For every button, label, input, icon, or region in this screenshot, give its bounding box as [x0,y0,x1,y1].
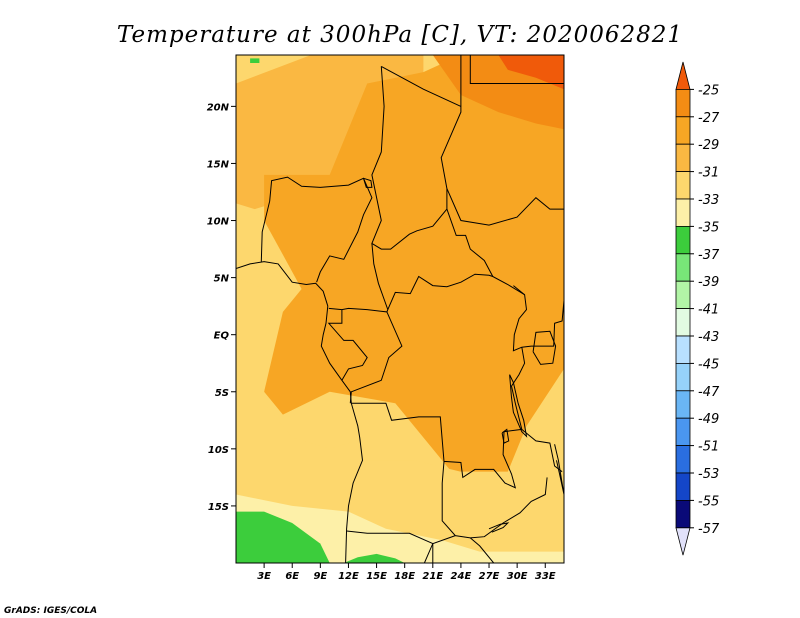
temp-region-southwest-cool-band [236,277,564,563]
border-namibia [346,530,434,563]
colorbar-swatch [675,308,691,337]
colorbar-label: -37 [698,248,720,263]
colorbar-label: -47 [698,385,720,400]
border-egypt-libya [469,55,564,84]
border-tanzania [510,347,563,473]
colorbar-swatch [675,280,691,310]
temp-region-northeast-warmest [498,55,564,90]
colorbar-label: -29 [698,138,719,153]
colorbar-label: -33 [698,193,719,208]
colorbar-label: -27 [698,111,720,126]
border-uganda-kenya [512,285,564,352]
x-tick-label: 18E [394,571,415,582]
border-car-drc [387,273,525,310]
border-congo-drc [349,311,403,404]
colorbar-label: -53 [698,467,719,482]
border-sudan-car [446,208,494,277]
colorbar-label: -43 [698,330,719,345]
colorbar-label: -31 [698,166,719,181]
border-drc-angola [351,402,522,489]
temp-region-north-green-speck [250,58,260,63]
colorbar-swatch [675,143,691,172]
y-tick-label: 10S [208,445,229,456]
y-tick-label: 15S [208,502,229,513]
x-tick-label: 33E [535,571,556,582]
grads-credit: GrADS: IGES/COLA [4,606,97,616]
border-sudan-south [446,188,564,226]
latitude-axis: 20N 15N 10N 5N EQ 5S 10S 15S [207,102,236,513]
colorbar-label: -45 [698,357,719,372]
coastline-west-africa [236,261,364,563]
border-gabon-congo [327,309,368,381]
colorbar-label: -51 [698,440,719,455]
lake-chad [363,177,373,188]
y-tick-label: 20N [207,102,230,113]
colorbar-swatch [675,225,691,255]
colorbar-swatch [675,499,691,529]
colorbar-label: -39 [698,275,719,290]
border-angola-zambia [441,461,548,539]
temp-region-south-green-patch [343,553,405,563]
y-tick-label: 15N [207,159,230,170]
colorbar-swatch [675,362,691,392]
colorbar-label: -25 [698,83,719,98]
colorbar-swatch [675,335,691,364]
colorbar-label: -55 [698,494,719,509]
x-tick-label: 12E [338,571,359,582]
y-tick-label: EQ [214,331,230,342]
colorbar-swatch [675,198,691,227]
colorbar-swatch [675,89,691,118]
temp-region-central-warm-core [264,55,564,472]
colorbar-label: -57 [698,522,720,537]
colorbar-swatch [675,417,691,447]
political-boundaries-layer [236,55,564,563]
colorbar-swatch [675,171,691,200]
lake-malawi [554,444,564,495]
border-zambia-south [469,537,495,563]
lake-mweru [501,428,510,444]
border-nigeria [260,176,373,283]
border-libya-chad-sudan [381,65,462,107]
y-tick-label: 5N [214,274,230,285]
colorbar-swatch [675,472,691,501]
x-tick-label: 15E [366,571,387,582]
temp-region-southwest-green [236,511,330,563]
colorbar-swatch [675,253,691,282]
map-frame [235,54,565,564]
x-tick-label: 27E [479,571,500,582]
y-tick-label: 10N [207,217,230,228]
border-chad-niger [371,55,462,250]
lake-victoria [532,330,557,365]
colorbar-swatch [675,527,691,556]
colorbar-swatch [675,390,691,419]
colorbar-label: -35 [698,220,719,235]
colorbar-swatch [675,61,691,90]
colorbar-swatch [675,116,691,145]
colorbar-swatch [675,445,691,474]
colorbar-label: -41 [698,303,719,318]
y-tick-label: 5S [215,388,229,399]
x-tick-label: 30E [507,571,528,582]
figure-title: Temperature at 300hPa [C], VT: 202006282… [117,22,683,48]
x-tick-label: 24E [451,571,472,582]
lake-kariba [488,522,510,533]
x-tick-label: 9E [313,571,327,582]
colorbar-label: -49 [698,412,719,427]
temperature-fill-layer [236,55,564,563]
colorbar-legend: -25 -27 -29 -31 -33 -35 -37 -39 -41 -43 -45 -47 -49 -… [675,61,720,556]
x-tick-label: 6E [285,571,299,582]
x-tick-label: 21E [422,571,443,582]
lake-tanganyika [509,374,528,438]
border-botswana [423,535,456,563]
map-panel: 3E 6E 9E 12E 15E 18E 21E 24E 27E 30E 33E 20N 15N 10N… [207,54,565,582]
x-tick-label: 3E [257,571,271,582]
longitude-axis: 3E 6E 9E 12E 15E 18E 21E 24E 27E 30E 33E [257,563,556,582]
